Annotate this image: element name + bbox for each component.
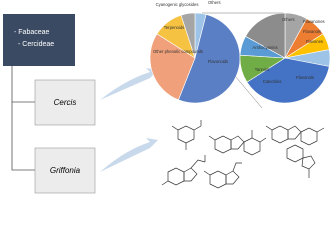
arrow [100,138,158,172]
pie-slice [180,12,196,59]
leaf-box [34,79,96,126]
chemical-structures [161,120,325,189]
slice-label: Cyanogenic glycosides [156,2,199,7]
root-label: - Cercideae [18,41,54,48]
root-label: - Fabaceae [14,29,50,36]
slice-label: Catechins [263,79,282,84]
slice-label: Terpenoids [164,25,185,30]
slice-label: Flavones [306,39,323,44]
slice-label: Others [208,0,221,5]
leaf-label: Griffonia [50,166,81,175]
figure: - Fabaceae - Cercideae Cercis Griffonia … [3,0,331,194]
slice-label: Flavanones [303,19,325,24]
tree-lines [11,66,35,171]
slice-label: Flavanols [303,29,321,34]
slice-label: Others [282,17,295,22]
pie-slice [178,14,241,104]
pie-slice [245,12,286,59]
leaf-box [34,147,96,194]
slice-label: Tannins [255,67,269,72]
pie-slice [149,33,196,101]
slice-label: Anthocyanins [252,45,277,50]
leaf-label: Cercis [54,98,77,107]
root-box [3,14,75,66]
slice-label: Other phenolic compounds [153,49,203,54]
arrow [100,68,158,100]
slice-label: Flavonols [296,75,314,80]
slice-label: Flavonoids [208,59,228,64]
